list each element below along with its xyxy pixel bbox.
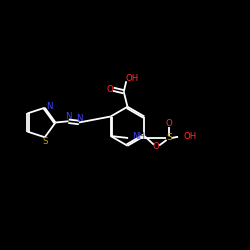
Text: S: S — [42, 137, 48, 146]
Text: N: N — [46, 102, 52, 111]
Text: OH: OH — [184, 132, 197, 141]
Text: OH: OH — [125, 74, 138, 83]
Text: N: N — [65, 112, 71, 121]
Text: N: N — [76, 114, 83, 122]
Text: O: O — [165, 119, 172, 128]
Text: O: O — [152, 142, 159, 151]
Text: O: O — [106, 85, 113, 94]
Text: NH: NH — [132, 132, 145, 141]
Text: S: S — [166, 134, 172, 142]
